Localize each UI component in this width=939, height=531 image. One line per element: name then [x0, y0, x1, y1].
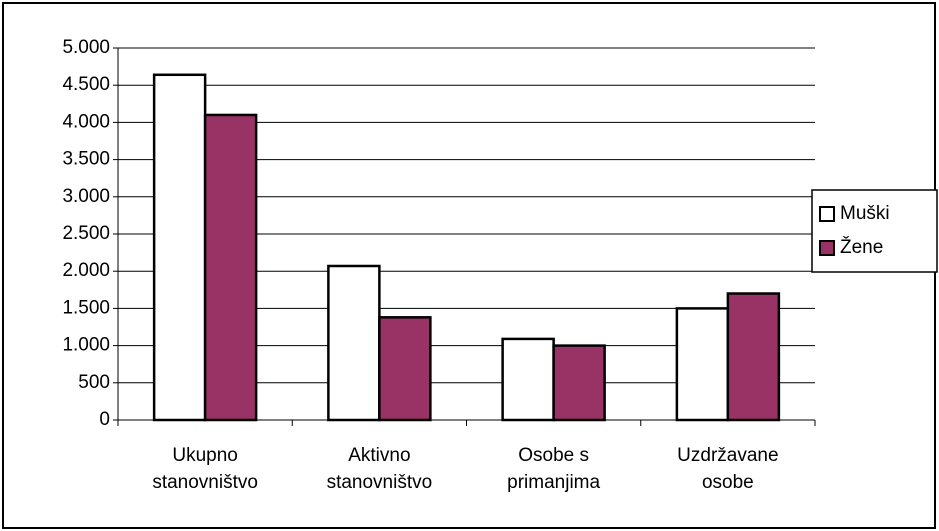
y-tick-label: 3.000	[62, 186, 110, 207]
bar	[152, 73, 207, 422]
y-tick-label: 1.000	[62, 335, 110, 356]
bar	[327, 264, 381, 422]
bar	[675, 307, 730, 422]
bar	[501, 337, 555, 422]
y-tick-label: 2.500	[62, 223, 110, 244]
x-tick-label: Aktivno stanovništvo	[326, 445, 433, 493]
legend-label: Žene	[840, 236, 883, 258]
y-tick-label: 5.000	[62, 37, 110, 58]
y-tick-label: 1.500	[62, 297, 110, 318]
y-tick-label: 4.000	[62, 111, 110, 132]
legend-swatch	[819, 240, 835, 256]
bar	[378, 316, 432, 422]
y-tick-label: 500	[78, 372, 110, 393]
bar	[203, 113, 258, 422]
x-tick-label: Uzdržavane osobe	[677, 445, 779, 493]
y-tick-label: 0	[99, 409, 110, 430]
x-tick-label: Osobe s primanjima	[507, 445, 601, 493]
legend-box	[811, 189, 938, 273]
legend-swatch	[819, 206, 835, 222]
y-tick-label: 4.500	[62, 74, 110, 95]
x-tick-label: Ukupno stanovništvo	[152, 445, 258, 493]
legend-label: Muški	[840, 203, 890, 224]
bar	[726, 292, 781, 422]
y-tick-label: 2.000	[62, 260, 110, 281]
y-tick-label: 3.500	[62, 149, 110, 170]
bar	[552, 344, 606, 422]
